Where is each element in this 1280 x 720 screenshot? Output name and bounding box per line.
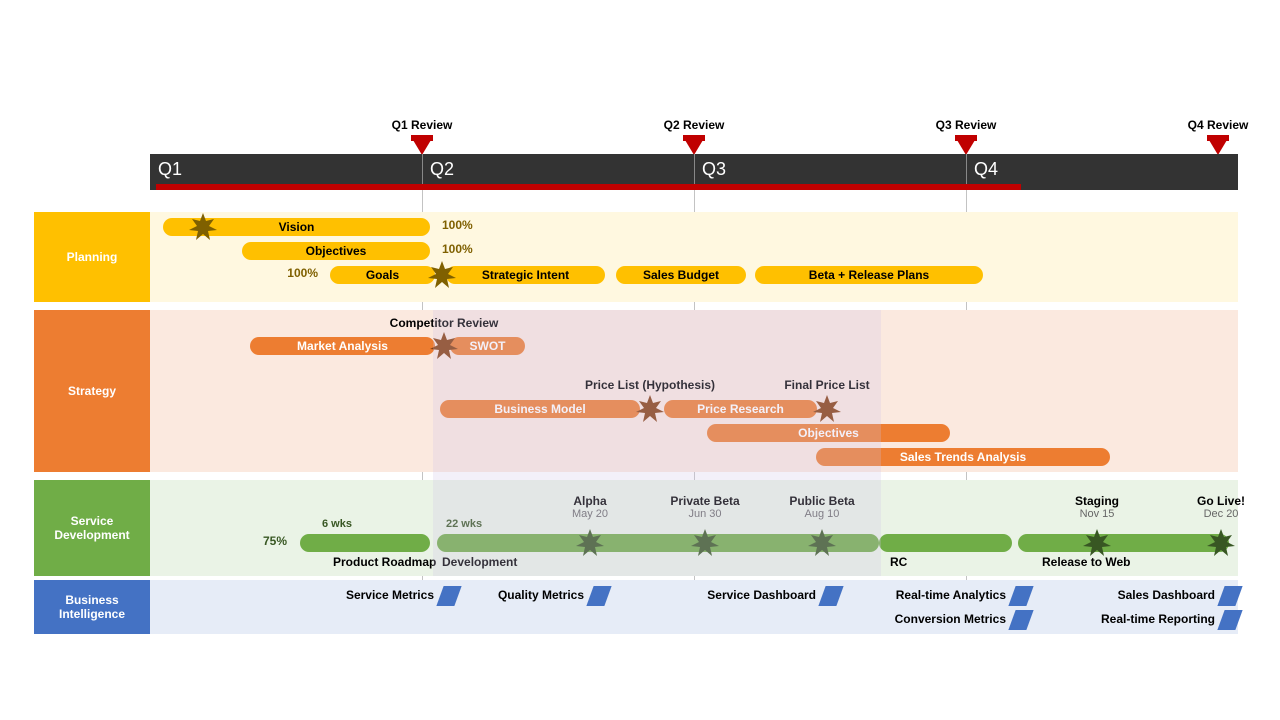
milestone-burst-icon	[1211, 533, 1231, 553]
task-bar: Objectives	[707, 424, 950, 442]
flag-label: Real-time Analytics	[896, 588, 1006, 602]
milestone-label: AlphaMay 20	[572, 494, 608, 520]
task-bar: Business Model	[440, 400, 640, 418]
lane-label-service-dev: Service Development	[34, 480, 150, 576]
phase-label: Development	[442, 555, 517, 569]
flag-label: Sales Dashboard	[1118, 588, 1215, 602]
lane-label-bi: Business Intelligence	[34, 580, 150, 634]
lane-label-planning: Planning	[34, 212, 150, 302]
milestone-burst-icon	[817, 399, 837, 419]
task-bar	[1018, 534, 1229, 552]
task-bar: Strategic Intent	[446, 266, 605, 284]
review-marker-icon	[685, 140, 703, 155]
milestone-burst-icon	[695, 533, 715, 553]
review-label: Q1 Review	[392, 118, 453, 132]
review-label: Q3 Review	[936, 118, 997, 132]
duration-label: 22 wks	[446, 518, 482, 530]
task-bar	[300, 534, 430, 552]
milestone-burst-icon	[193, 217, 213, 237]
milestone-burst-icon	[434, 336, 454, 356]
milestone-burst-icon	[580, 533, 600, 553]
annotation-label: Price List (Hypothesis)	[585, 378, 715, 392]
review-label: Q4 Review	[1188, 118, 1249, 132]
percent-label: 100%	[287, 266, 322, 280]
percent-label: 100%	[442, 242, 473, 256]
milestone-label: Private BetaJun 30	[670, 494, 739, 520]
task-bar: Objectives	[242, 242, 430, 260]
milestone-burst-icon	[812, 533, 832, 553]
annotation-label: Competitor Review	[390, 316, 499, 330]
quarter-label: Q1	[158, 159, 182, 180]
task-bar	[879, 534, 1012, 552]
task-bar: Goals	[330, 266, 435, 284]
flag-label: Conversion Metrics	[895, 612, 1006, 626]
phase-label: Release to Web	[1042, 555, 1130, 569]
quarter-label: Q4	[974, 159, 998, 180]
review-marker-icon	[1209, 140, 1227, 155]
lane-bi	[150, 580, 1238, 634]
flag-label: Service Metrics	[346, 588, 434, 602]
task-bar: Sales Trends Analysis	[816, 448, 1110, 466]
task-bar: Market Analysis	[250, 337, 435, 355]
milestone-burst-icon	[432, 265, 452, 285]
lane-label-strategy: Strategy	[34, 310, 150, 472]
review-marker-icon	[957, 140, 975, 155]
progress-bar	[156, 184, 1021, 190]
milestone-label: StagingNov 15	[1075, 494, 1119, 520]
flag-label: Service Dashboard	[707, 588, 816, 602]
phase-label: RC	[890, 555, 907, 569]
percent-label: 100%	[442, 218, 473, 232]
flag-label: Quality Metrics	[498, 588, 584, 602]
quarter-label: Q3	[702, 159, 726, 180]
milestone-label: Go Live!Dec 20	[1197, 494, 1245, 520]
task-bar: SWOT	[450, 337, 525, 355]
phase-label: Product Roadmap	[333, 555, 436, 569]
review-label: Q2 Review	[664, 118, 725, 132]
milestone-burst-icon	[1087, 533, 1107, 553]
milestone-burst-icon	[640, 399, 660, 419]
milestone-label: Public BetaAug 10	[789, 494, 854, 520]
annotation-label: Final Price List	[784, 378, 869, 392]
task-bar: Sales Budget	[616, 266, 746, 284]
duration-label: 6 wks	[322, 518, 352, 530]
task-bar: Beta + Release Plans	[755, 266, 983, 284]
flag-label: Real-time Reporting	[1101, 612, 1215, 626]
percent-label: 75%	[263, 534, 291, 548]
review-marker-icon	[413, 140, 431, 155]
quarter-label: Q2	[430, 159, 454, 180]
task-bar: Price Research	[664, 400, 817, 418]
